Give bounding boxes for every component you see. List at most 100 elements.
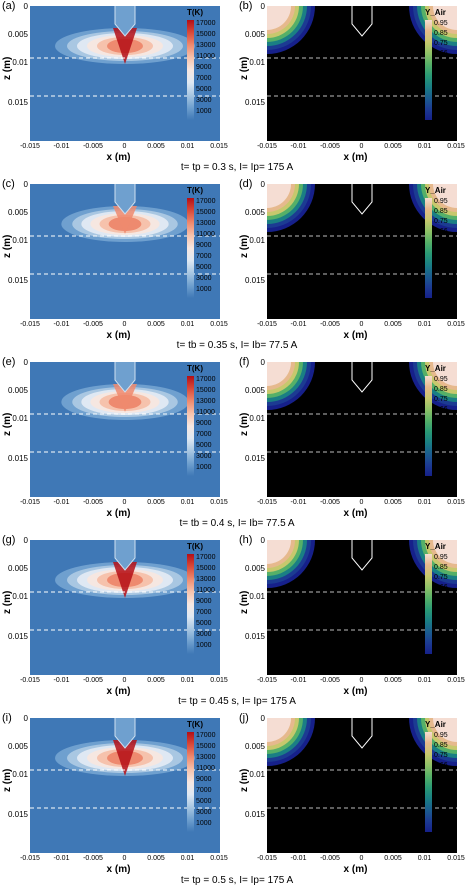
legend-value: 0.45 — [434, 70, 448, 77]
x-tick-label: -0.005 — [320, 855, 340, 862]
z-tick-label: 0.01 — [249, 236, 265, 245]
electrode-outline — [114, 6, 136, 37]
legend-value: 1000 — [196, 464, 212, 471]
legend-colorbar — [425, 198, 432, 298]
z-tick-label: 0 — [23, 714, 28, 723]
figure-row: (i) 0 0.005 0.01 0.015 -0.015 -0.01 -0.005 0 0.00… — [0, 712, 474, 890]
x-tick-label: -0.015 — [20, 143, 40, 150]
legend-title: T(K) — [187, 186, 203, 195]
air-contour-right — [433, 540, 457, 564]
legend-value: 0.85 — [434, 386, 448, 393]
legend-value: 5000 — [196, 264, 212, 271]
x-axis-label: x (m) — [106, 864, 131, 875]
legend-value: 0.66 — [434, 584, 448, 591]
legend-value: 13000 — [196, 576, 216, 583]
x-tick-label: 0.01 — [180, 855, 195, 862]
x-tick-label: 0.015 — [210, 677, 228, 684]
legend-value: 1000 — [196, 820, 212, 827]
x-tick-label: 0 — [359, 677, 364, 684]
x-axis-label: x (m) — [343, 864, 368, 875]
z-tick-label: 0.015 — [244, 276, 265, 285]
x-tick-label: 0 — [122, 143, 127, 150]
legend-value: 17000 — [196, 376, 216, 383]
x-tick-label: 0.01 — [180, 499, 195, 506]
z-axis-label: z (m) — [2, 56, 13, 80]
temperature-legend: T(K) 17000 15000 13000 11000 9000 7000 5000 3000… — [187, 186, 215, 298]
legend-value: 0.05 — [434, 822, 448, 829]
electrode-outline — [114, 540, 136, 571]
legend-value: 9000 — [196, 64, 212, 71]
legend-value: 0.15 — [434, 812, 448, 819]
x-tick-label: -0.01 — [290, 321, 307, 328]
legend-value: 3000 — [196, 631, 212, 638]
air-contour-right — [433, 184, 457, 208]
x-tick-label: -0.01 — [290, 499, 307, 506]
legend-value: 0.95 — [434, 732, 448, 739]
air-fraction-contour-plot: Y_Air 0.95 0.85 0.75 0.66 0.55 0.45 0.35 0.25 0.1… — [267, 540, 457, 675]
x-tick-label: -0.015 — [20, 499, 40, 506]
z-tick-label: 0.015 — [7, 98, 28, 107]
z-tick-label: 0.005 — [7, 30, 28, 39]
electrode-outline — [114, 362, 136, 393]
z-tick-label: 0.015 — [244, 454, 265, 463]
x-tick-label: 0.015 — [447, 677, 465, 684]
z-tick-label: 0.01 — [12, 414, 28, 423]
legend-value: 11000 — [196, 765, 215, 772]
x-tick-label: 0 — [359, 321, 364, 328]
electrode-outline — [351, 362, 373, 393]
x-tick-label: -0.005 — [320, 321, 340, 328]
legend-value: 0.66 — [434, 50, 448, 57]
right-panel: (h) 0 0.005 0.01 0.015 -0.015 -0.01 -0.005 0 0.00… — [237, 534, 474, 704]
x-tick-label: -0.015 — [257, 321, 277, 328]
x-tick-label: -0.015 — [20, 321, 40, 328]
x-tick-label: 0.01 — [417, 143, 432, 150]
x-tick-label: 0 — [122, 499, 127, 506]
legend-value: 0.75 — [434, 40, 448, 47]
panel-label: (i) — [2, 712, 12, 724]
arc-core — [113, 384, 137, 412]
air-contour-left — [267, 184, 291, 208]
electrode-outline — [114, 718, 136, 749]
left-panel: (c) 0 0.005 0.01 0.015 -0.015 -0.01 -0.005 0 0.00… — [0, 178, 237, 348]
legend-colorbar — [187, 554, 194, 654]
z-tick-label: 0 — [260, 358, 265, 367]
x-tick-label: -0.005 — [83, 499, 103, 506]
air-fraction-legend: Y_Air 0.95 0.85 0.75 0.66 0.55 0.45 0.35 0.25 0.1… — [425, 720, 448, 832]
air-contour-left — [267, 362, 291, 386]
legend-value: 0.85 — [434, 564, 448, 571]
legend-value: 0.25 — [434, 90, 448, 97]
x-tick-label: 0.01 — [180, 321, 195, 328]
row-caption: t= tb = 0.4 s, I= Ib= 77.5 A — [179, 518, 295, 529]
x-tick-label: -0.005 — [320, 143, 340, 150]
z-tick-label: 0.005 — [244, 386, 265, 395]
legend-value: 7000 — [196, 75, 212, 82]
z-tick-label: 0.01 — [12, 58, 28, 67]
x-tick-label: 0.005 — [384, 855, 402, 862]
x-tick-label: 0 — [359, 855, 364, 862]
legend-value: 0.45 — [434, 426, 448, 433]
legend-value: 9000 — [196, 776, 212, 783]
z-tick-label: 0.015 — [244, 632, 265, 641]
legend-value: 0.55 — [434, 594, 448, 601]
z-axis-label: z (m) — [239, 768, 250, 792]
z-tick-label: 0.015 — [7, 810, 28, 819]
legend-title: Y_Air — [425, 8, 446, 17]
legend-value: 9000 — [196, 420, 212, 427]
x-tick-label: 0 — [122, 321, 127, 328]
x-tick-label: 0.005 — [147, 499, 165, 506]
legend-value: 0.35 — [434, 614, 448, 621]
legend-value: 3000 — [196, 453, 212, 460]
row-caption: t= tp = 0.5 s, I= Ip= 175 A — [180, 875, 294, 886]
temperature-legend: T(K) 17000 15000 13000 11000 9000 7000 5000 3000… — [187, 8, 215, 120]
air-fraction-legend: Y_Air 0.95 0.85 0.75 0.66 0.55 0.45 0.35 0.25 0.1… — [425, 542, 448, 654]
air-contour-left — [267, 718, 291, 742]
legend-value: 17000 — [196, 20, 216, 27]
legend-value: 0.66 — [434, 762, 448, 769]
z-tick-label: 0.005 — [244, 564, 265, 573]
panel-label: (d) — [239, 178, 253, 190]
legend-value: 3000 — [196, 275, 212, 282]
x-tick-label: 0 — [359, 499, 364, 506]
legend-title: Y_Air — [425, 186, 446, 195]
z-tick-label: 0.01 — [12, 592, 28, 601]
legend-title: Y_Air — [425, 542, 446, 551]
